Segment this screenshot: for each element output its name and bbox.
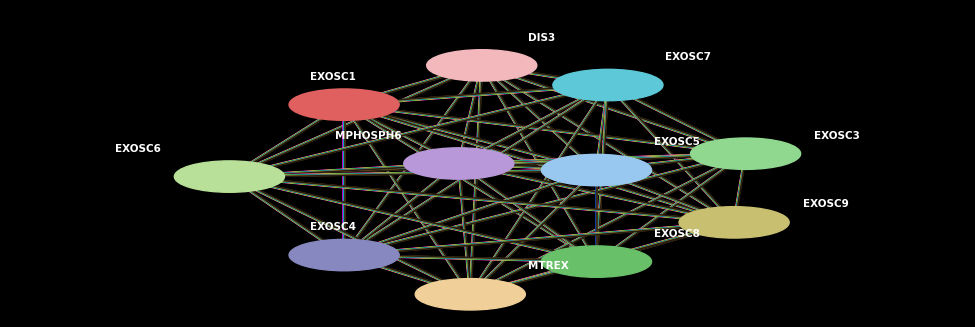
Circle shape: [289, 239, 399, 271]
Circle shape: [541, 246, 651, 277]
Text: EXOSC9: EXOSC9: [803, 199, 848, 209]
Text: MPHOSPH6: MPHOSPH6: [334, 130, 402, 141]
Circle shape: [553, 69, 663, 101]
Text: EXOSC8: EXOSC8: [654, 229, 700, 239]
Circle shape: [541, 154, 651, 186]
Circle shape: [415, 279, 526, 310]
Text: EXOSC3: EXOSC3: [814, 130, 860, 141]
Circle shape: [690, 138, 800, 169]
Text: EXOSC6: EXOSC6: [115, 144, 161, 154]
Circle shape: [175, 161, 285, 192]
Circle shape: [404, 148, 514, 179]
Text: EXOSC4: EXOSC4: [310, 222, 356, 232]
Text: MTREX: MTREX: [527, 261, 568, 271]
Text: DIS3: DIS3: [527, 32, 555, 43]
Text: EXOSC7: EXOSC7: [665, 52, 712, 62]
Text: EXOSC5: EXOSC5: [654, 137, 700, 147]
Text: EXOSC1: EXOSC1: [310, 72, 356, 82]
Circle shape: [289, 89, 399, 120]
Circle shape: [679, 207, 789, 238]
Circle shape: [427, 50, 537, 81]
